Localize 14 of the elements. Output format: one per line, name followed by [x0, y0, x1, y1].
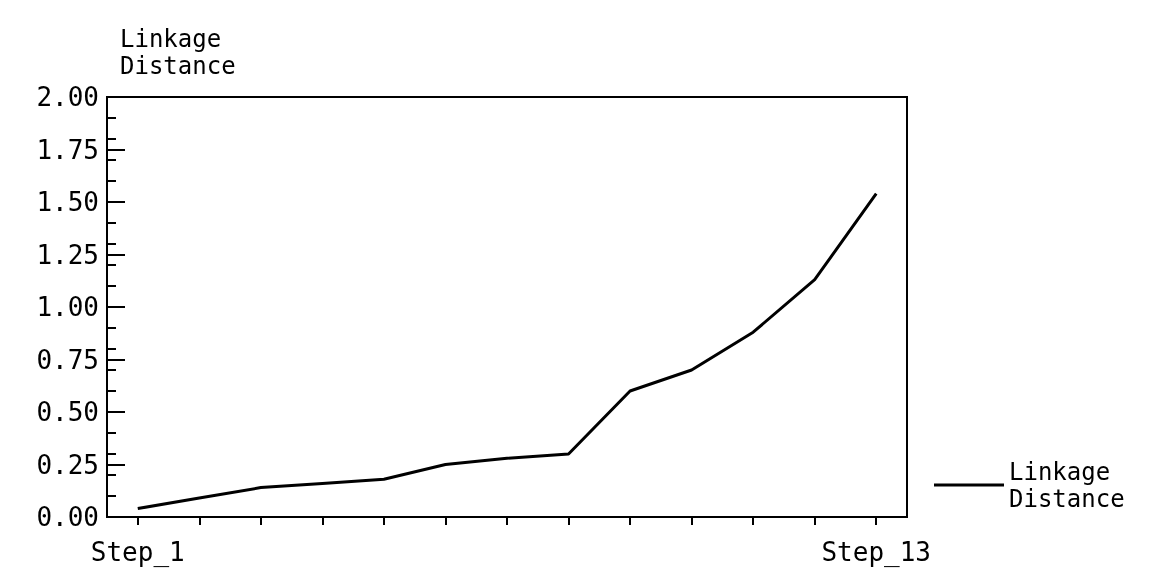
- y-tick-label: 1.75: [36, 134, 99, 165]
- x-tick-label: Step_13: [821, 537, 932, 568]
- y-tick-label: 0.50: [36, 397, 99, 427]
- y-tick-label: 1.50: [36, 187, 99, 217]
- y-tick-label: 2.00: [36, 82, 99, 112]
- line-series: [136, 192, 878, 511]
- y-tick-label: 1.25: [36, 239, 99, 270]
- y-tick-label: 0.25: [36, 449, 99, 480]
- legend-label: Linkage Distance: [1009, 457, 1125, 513]
- y-tick-label: 1.00: [36, 292, 99, 322]
- y-tick-label: 0.75: [36, 344, 99, 375]
- y-tick-label: 0.00: [36, 502, 99, 532]
- y-axis-title: Linkage Distance: [120, 24, 236, 80]
- x-tick-label: Step_1: [90, 537, 185, 568]
